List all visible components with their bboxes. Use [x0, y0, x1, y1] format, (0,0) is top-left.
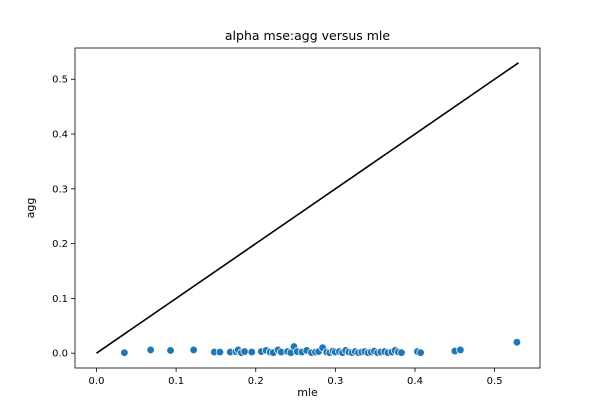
- x-tick-label: 0.3: [327, 376, 343, 387]
- y-tick-label: 0.3: [52, 184, 68, 195]
- x-axis: 0.0 0.1 0.2 0.3 0.4 0.5: [89, 368, 503, 387]
- y-axis-label: agg: [24, 198, 37, 219]
- scatter-point: [189, 345, 198, 355]
- y-tick-label: 0.4: [52, 130, 68, 141]
- scatter-point: [512, 338, 522, 347]
- scatter-point: [146, 345, 155, 355]
- scatter-point: [456, 345, 465, 355]
- x-tick-label: 0.1: [168, 376, 184, 387]
- y-tick-label: 0.5: [52, 75, 68, 86]
- scatter-point: [166, 346, 175, 355]
- y-tick-label: 0.0: [52, 349, 68, 360]
- x-tick-label: 0.2: [248, 376, 264, 387]
- y-tick-label: 0.2: [52, 239, 68, 250]
- identity-reference-line: [96, 62, 519, 354]
- scatter-point: [240, 347, 249, 356]
- scatter-point: [397, 348, 406, 357]
- y-axis: 0.0 0.1 0.2 0.3 0.4 0.5: [52, 75, 75, 360]
- chart-title: alpha mse:agg versus mle: [225, 28, 391, 43]
- scatter-point: [120, 348, 129, 357]
- scatter-points: [120, 338, 522, 357]
- x-axis-label: mle: [297, 386, 318, 399]
- x-tick-label: 0.4: [407, 376, 423, 387]
- scatter-point: [416, 348, 425, 357]
- scatter-point: [215, 347, 225, 357]
- reference-line-layer: [96, 62, 519, 354]
- x-tick-label: 0.0: [89, 376, 105, 387]
- x-tick-label: 0.5: [487, 376, 503, 387]
- y-tick-label: 0.1: [52, 294, 68, 305]
- scatter-point: [247, 347, 256, 357]
